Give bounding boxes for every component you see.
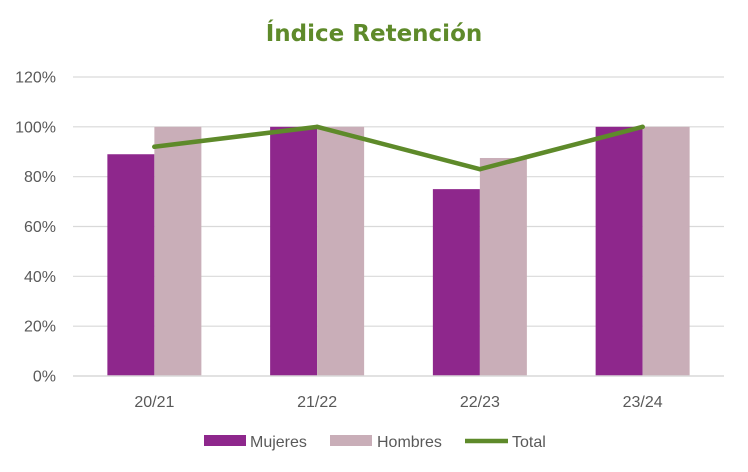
y-tick-label: 120% [15,70,56,87]
y-tick-label: 0% [33,369,56,386]
y-tick-label: 20% [24,319,56,336]
bar-mujeres-21-22 [270,126,318,376]
bar-mujeres-20-21 [107,154,155,376]
bars [107,126,690,376]
bar-hombres-21-22 [317,126,365,376]
y-tick-label: 80% [24,169,56,186]
legend-label-hombres: Hombres [377,434,442,451]
y-tick-label: 100% [15,119,56,136]
x-tick-label: 20/21 [134,394,174,411]
axes: 0% 20% 40% 60% 80% 100% 120% 20/21 21/22 22/23 23/… [15,70,724,411]
point-total-22-23 [477,166,483,172]
legend: Mujeres Hombres Total [204,434,546,451]
bar-hombres-20-21 [154,126,202,376]
bar-mujeres-22-23 [432,189,480,376]
line-total [152,124,645,172]
legend-label-mujeres: Mujeres [250,434,307,451]
point-total-21-22 [314,124,320,130]
legend-swatch-hombres [330,435,372,446]
y-tick-label: 40% [24,269,56,286]
point-total-20-21 [152,144,157,149]
bar-hombres-23-24 [642,126,690,376]
legend-swatch-mujeres [204,435,246,446]
chart-title: Índice Retención [265,21,483,47]
bar-mujeres-23-24 [595,126,643,376]
point-total-23-24 [640,124,645,130]
x-tick-label: 23/24 [623,394,663,411]
bar-hombres-22-23 [479,157,527,376]
x-tick-label: 22/23 [460,394,500,411]
total-line-layer [152,124,645,172]
legend-label-total: Total [512,434,546,451]
x-tick-label: 21/22 [297,394,337,411]
y-tick-label: 60% [24,219,56,236]
